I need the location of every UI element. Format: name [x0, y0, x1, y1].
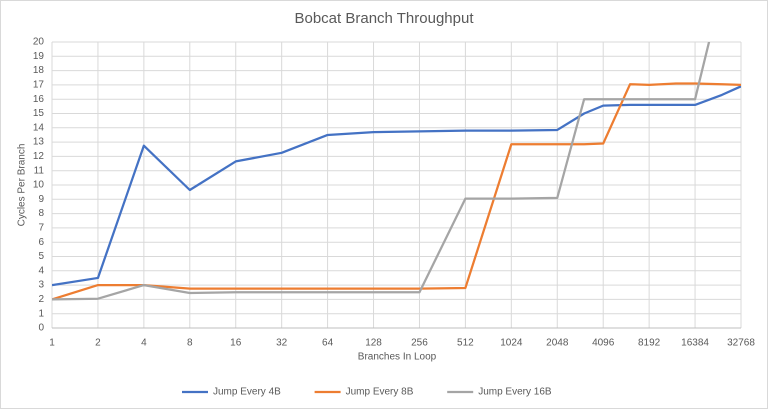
y-tick-label: 8: [38, 208, 44, 219]
x-tick-label: 2048: [546, 338, 569, 349]
y-tick-label: 19: [33, 51, 45, 62]
x-tick-label: 16: [230, 338, 242, 349]
series-line: [52, 85, 741, 287]
x-axis-title: Branches In Loop: [358, 352, 437, 363]
y-tick-label: 2: [38, 294, 44, 305]
y-tick-label: 16: [33, 94, 45, 105]
y-tick-label: 11: [34, 165, 45, 176]
series-line: [52, 82, 741, 301]
x-tick-label: 16384: [681, 338, 709, 349]
x-tick-label: 512: [457, 338, 474, 349]
y-tick-label: 14: [33, 122, 45, 133]
y-tick-label: 1: [38, 308, 44, 319]
x-tick-label: 64: [322, 338, 334, 349]
y-tick-label: 0: [38, 323, 44, 334]
legend-label: Jump Every 16B: [478, 387, 552, 398]
y-tick-label: 12: [33, 151, 45, 162]
y-tick-label: 18: [33, 65, 45, 76]
x-tick-label: 32768: [727, 338, 755, 349]
plot-area: [52, 42, 741, 301]
y-tick-label: 17: [33, 80, 45, 91]
legend-label: Jump Every 4B: [213, 387, 281, 398]
y-tick-label: 9: [38, 194, 44, 205]
x-tick-label: 128: [365, 338, 382, 349]
y-tick-label: 5: [38, 251, 44, 262]
x-tick-label: 2: [95, 338, 101, 349]
series-line: [52, 42, 711, 301]
x-tick-label: 256: [411, 338, 428, 349]
x-tick-label: 1024: [500, 338, 523, 349]
chart-title: Bobcat Branch Throughput: [294, 10, 474, 27]
x-tick-label: 8192: [638, 338, 661, 349]
legend-label: Jump Every 8B: [346, 387, 414, 398]
y-tick-label: 10: [33, 180, 45, 191]
x-tick-label: 8: [187, 338, 193, 349]
y-axis-title: Cycles Per Branch: [17, 144, 28, 227]
x-tick-label: 4096: [592, 338, 615, 349]
y-tick-label: 7: [38, 223, 44, 234]
y-tick-label: 20: [33, 37, 45, 48]
y-tick-label: 15: [33, 108, 45, 119]
y-tick-label: 4: [38, 265, 44, 276]
y-tick-label: 13: [33, 137, 45, 148]
y-tick-label: 3: [38, 280, 44, 291]
y-tick-label: 6: [38, 237, 44, 248]
grid: [51, 41, 742, 329]
x-tick-label: 1: [49, 338, 55, 349]
x-tick-label: 4: [141, 338, 147, 349]
x-tick-label: 32: [276, 338, 288, 349]
